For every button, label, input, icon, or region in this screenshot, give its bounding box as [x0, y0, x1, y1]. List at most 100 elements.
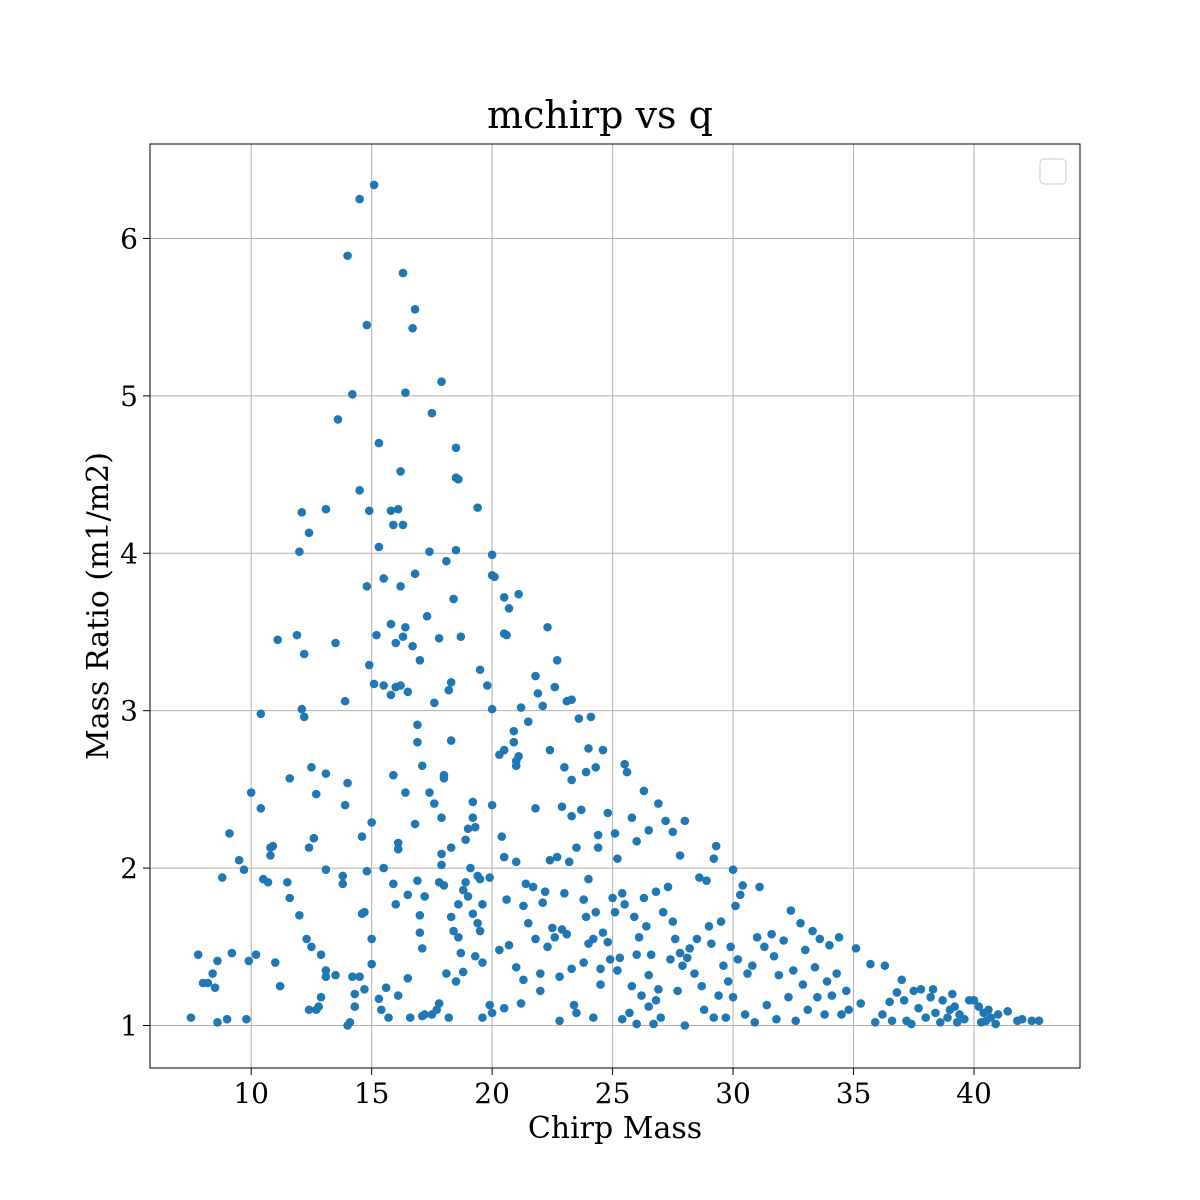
- data-point: [931, 1008, 940, 1018]
- data-point: [617, 888, 627, 898]
- data-point: [408, 323, 417, 333]
- data-point: [242, 1014, 251, 1024]
- data-point: [403, 890, 413, 900]
- data-point: [210, 983, 220, 993]
- data-point: [755, 882, 764, 892]
- data-point: [870, 1018, 880, 1027]
- data-point: [348, 389, 357, 399]
- data-point: [283, 877, 292, 887]
- data-point: [1017, 1014, 1027, 1024]
- data-point: [511, 857, 521, 867]
- data-point: [837, 1010, 846, 1019]
- data-point: [386, 690, 396, 700]
- data-point: [295, 911, 304, 920]
- data-point: [887, 1016, 897, 1026]
- data-point: [391, 638, 401, 648]
- data-point: [538, 701, 548, 711]
- data-point: [393, 991, 403, 1000]
- data-point: [343, 778, 352, 788]
- data-point: [899, 996, 909, 1005]
- data-point: [714, 991, 723, 1000]
- data-point: [916, 984, 926, 994]
- data-point: [234, 855, 244, 865]
- data-point: [401, 788, 410, 797]
- data-point: [446, 843, 456, 852]
- data-point: [331, 970, 340, 980]
- data-point: [321, 769, 331, 778]
- data-point: [728, 865, 738, 874]
- data-point: [213, 956, 222, 966]
- data-point: [299, 712, 309, 722]
- data-point: [952, 1018, 962, 1027]
- data-point: [690, 969, 699, 978]
- data-point: [422, 611, 432, 621]
- data-point: [516, 999, 526, 1008]
- x-tick-label: 35: [836, 1077, 872, 1110]
- y-tick-label: 2: [120, 852, 138, 885]
- data-point: [379, 681, 389, 690]
- data-point: [1027, 1016, 1037, 1026]
- data-point: [427, 408, 437, 418]
- data-point: [360, 907, 369, 917]
- data-point: [333, 415, 343, 424]
- data-point: [403, 973, 413, 983]
- data-point: [415, 928, 425, 937]
- y-tick-label: 3: [120, 695, 138, 728]
- data-point: [697, 981, 707, 991]
- data-point: [357, 832, 367, 841]
- data-point: [364, 660, 374, 670]
- data-point: [536, 986, 545, 996]
- data-point: [644, 970, 654, 980]
- data-point: [468, 909, 478, 919]
- data-point: [487, 704, 497, 714]
- data-point: [663, 882, 673, 892]
- data-point: [851, 944, 861, 953]
- plot-frame: [149, 143, 1081, 1069]
- data-point: [499, 852, 509, 862]
- data-point: [413, 876, 422, 885]
- data-point: [497, 832, 507, 841]
- data-point: [632, 950, 641, 959]
- data-point: [364, 506, 374, 516]
- data-point: [723, 977, 733, 986]
- data-point: [367, 934, 376, 944]
- data-point: [531, 803, 540, 813]
- data-point: [389, 770, 398, 780]
- data-point: [420, 892, 429, 901]
- data-point: [634, 933, 644, 942]
- data-point: [321, 865, 331, 874]
- data-point: [266, 851, 275, 860]
- data-point: [393, 844, 403, 854]
- data-point: [393, 838, 403, 848]
- data-point: [675, 948, 685, 958]
- data-point: [682, 953, 692, 963]
- data-point: [841, 986, 851, 996]
- data-point: [950, 1002, 960, 1011]
- data-point: [311, 789, 321, 799]
- data-point: [632, 837, 641, 846]
- data-point: [974, 1002, 984, 1011]
- data-point: [521, 879, 531, 889]
- data-point: [451, 977, 461, 986]
- data-point: [598, 928, 608, 937]
- data-point: [396, 681, 405, 690]
- data-point: [519, 901, 528, 911]
- data-point: [225, 829, 234, 838]
- data-point: [425, 547, 434, 556]
- data-point: [458, 967, 468, 977]
- data-point: [596, 980, 605, 989]
- data-point: [430, 698, 439, 708]
- data-point: [239, 865, 249, 874]
- data-point: [545, 745, 555, 755]
- data-point: [439, 881, 449, 890]
- data-point: [702, 876, 711, 885]
- data-point: [499, 745, 509, 755]
- data-point: [774, 970, 784, 980]
- data-point: [938, 996, 947, 1005]
- data-point: [420, 1010, 429, 1019]
- data-point: [256, 803, 266, 813]
- data-point: [444, 1013, 454, 1022]
- data-point: [536, 969, 545, 978]
- data-point: [463, 892, 473, 901]
- data-point: [728, 992, 738, 1002]
